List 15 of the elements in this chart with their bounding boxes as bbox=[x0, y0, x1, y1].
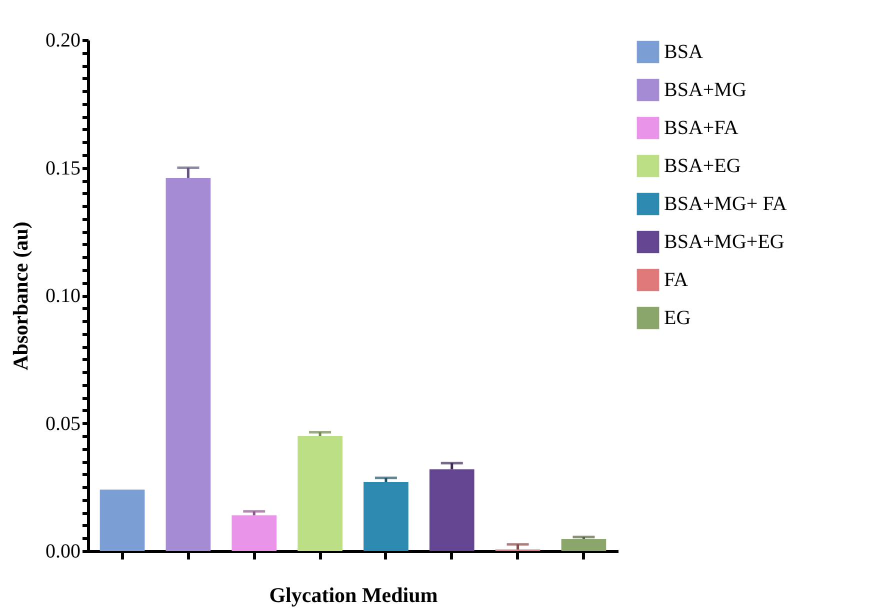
legend-label: BSA+MG+ FA bbox=[664, 193, 788, 215]
y-tick-label: 0.20 bbox=[46, 30, 80, 52]
legend-label: BSA bbox=[664, 41, 704, 63]
legend-label: FA bbox=[664, 269, 689, 291]
y-tick-label: 0.05 bbox=[46, 412, 80, 435]
y-tick-label: 0.10 bbox=[46, 285, 80, 307]
legend-label: EG bbox=[664, 307, 691, 329]
x-axis-title: Glycation Medium bbox=[269, 583, 438, 607]
legend-label: BSA+MG+EG bbox=[664, 231, 784, 253]
text: 0.00 bbox=[46, 540, 80, 562]
y-axis-title: Absorbance (au) bbox=[8, 222, 32, 370]
legend-label: BSA+FA bbox=[664, 117, 739, 139]
legend-label: BSA+MG bbox=[664, 79, 746, 101]
y-tick-label: 0.15 bbox=[46, 157, 80, 180]
legend-label: BSA+EG bbox=[664, 155, 741, 177]
